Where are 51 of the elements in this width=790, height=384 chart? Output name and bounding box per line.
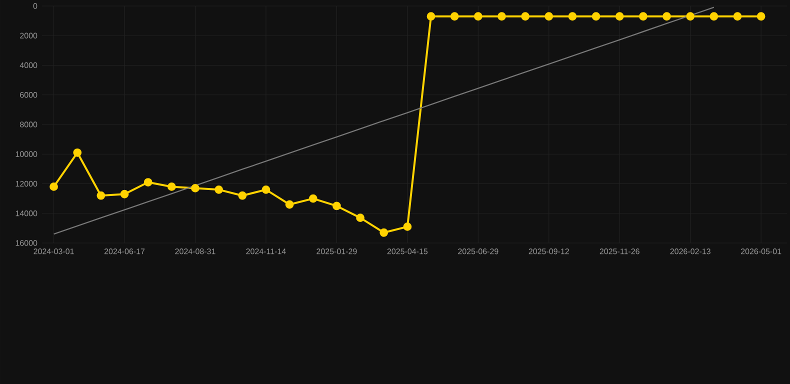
x-tick-label: 2025-01-29 xyxy=(316,248,357,254)
point xyxy=(332,202,341,210)
point xyxy=(380,228,388,237)
point xyxy=(262,185,270,194)
point xyxy=(214,185,224,194)
x-tick-label: 2025-04-15 xyxy=(387,248,428,254)
point xyxy=(450,12,459,21)
y-tick-label: 12000 xyxy=(16,180,38,187)
point xyxy=(191,184,200,192)
x-tick-label: 2026-05-01 xyxy=(741,248,782,254)
y-tick-label: 0 xyxy=(33,3,38,9)
point xyxy=(544,12,554,21)
point xyxy=(50,182,58,191)
y-tick-label: 16000 xyxy=(16,240,38,246)
y-tick-label: 10000 xyxy=(16,151,38,157)
point xyxy=(96,191,106,200)
point xyxy=(662,12,671,21)
point xyxy=(144,178,152,186)
point xyxy=(356,214,364,222)
point xyxy=(638,12,648,21)
x-tick-label: 2024-03-01 xyxy=(34,248,74,254)
y-tick-label: 6000 xyxy=(20,92,38,98)
x-tick-label: 2025-06-29 xyxy=(458,248,498,254)
point xyxy=(710,12,718,21)
x-tick-label: 2025-09-12 xyxy=(528,248,569,254)
x-tick-label: 2026-02-13 xyxy=(670,248,710,254)
point xyxy=(403,222,412,231)
y-tick-label: 4000 xyxy=(20,62,38,68)
x-tick-label: 2024-08-31 xyxy=(175,248,216,254)
y-tick-label: 14000 xyxy=(16,210,38,216)
point xyxy=(238,191,247,200)
x-tick-label: 2024-11-14 xyxy=(246,248,286,254)
point xyxy=(521,12,530,21)
point xyxy=(426,12,436,21)
point xyxy=(73,148,82,157)
point xyxy=(733,12,742,21)
point xyxy=(120,190,129,198)
point xyxy=(756,12,766,21)
y-tick-label: 2000 xyxy=(20,32,38,38)
point xyxy=(498,12,506,21)
point xyxy=(592,12,600,21)
point xyxy=(686,12,695,21)
x-tick-label: 2024-06-17 xyxy=(104,248,145,254)
point xyxy=(285,200,294,209)
point xyxy=(308,194,318,203)
point xyxy=(167,182,176,191)
y-tick-label: 8000 xyxy=(20,122,38,128)
point xyxy=(568,12,577,21)
x-tick-label: 2025-11-26 xyxy=(600,248,640,254)
point xyxy=(474,12,482,21)
point xyxy=(615,12,624,21)
